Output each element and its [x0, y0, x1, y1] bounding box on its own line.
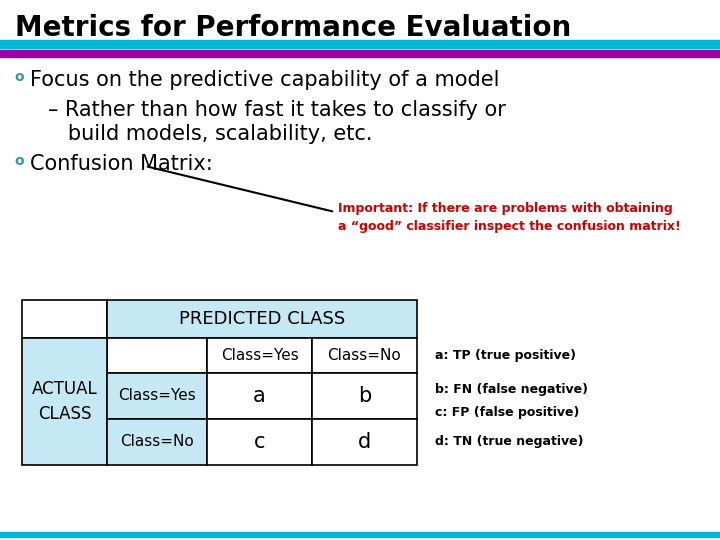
Text: Class=No: Class=No	[120, 435, 194, 449]
Text: c: FP (false positive): c: FP (false positive)	[435, 406, 580, 419]
Text: – Rather than how fast it takes to classify or: – Rather than how fast it takes to class…	[48, 100, 506, 120]
Text: Focus on the predictive capability of a model: Focus on the predictive capability of a …	[30, 70, 500, 90]
Text: Metrics for Performance Evaluation: Metrics for Performance Evaluation	[15, 14, 571, 42]
Text: d: d	[358, 432, 371, 452]
Bar	[312, 338, 417, 373]
Bar	[22, 338, 107, 465]
Bar	[0, 532, 720, 537]
Bar	[22, 300, 107, 338]
Bar	[207, 373, 312, 419]
Bar	[312, 373, 417, 419]
Text: Class=Yes: Class=Yes	[118, 388, 196, 403]
Text: c: c	[253, 432, 265, 452]
Bar	[107, 338, 207, 373]
Bar	[0, 40, 720, 48]
Bar	[107, 300, 417, 338]
Bar	[207, 419, 312, 465]
Bar	[107, 373, 207, 419]
Text: Important: If there are problems with obtaining
a “good” classifier inspect the : Important: If there are problems with ob…	[338, 202, 680, 233]
Text: build models, scalability, etc.: build models, scalability, etc.	[48, 124, 372, 144]
Text: Confusion Matrix:: Confusion Matrix:	[30, 154, 212, 174]
Text: o: o	[14, 70, 24, 84]
Text: a: TP (true positive): a: TP (true positive)	[435, 349, 576, 362]
Text: d: TN (true negative): d: TN (true negative)	[435, 435, 583, 449]
Text: b: FN (false negative): b: FN (false negative)	[435, 383, 588, 396]
Bar	[312, 419, 417, 465]
Bar	[207, 338, 312, 373]
Text: ACTUAL
CLASS: ACTUAL CLASS	[32, 380, 97, 423]
Text: o: o	[14, 154, 24, 168]
Text: Class=No: Class=No	[328, 348, 401, 363]
Bar	[0, 50, 720, 57]
Text: Class=Yes: Class=Yes	[220, 348, 298, 363]
Text: PREDICTED CLASS: PREDICTED CLASS	[179, 310, 345, 328]
Text: b: b	[358, 386, 371, 406]
Text: a: a	[253, 386, 266, 406]
Bar	[107, 419, 207, 465]
